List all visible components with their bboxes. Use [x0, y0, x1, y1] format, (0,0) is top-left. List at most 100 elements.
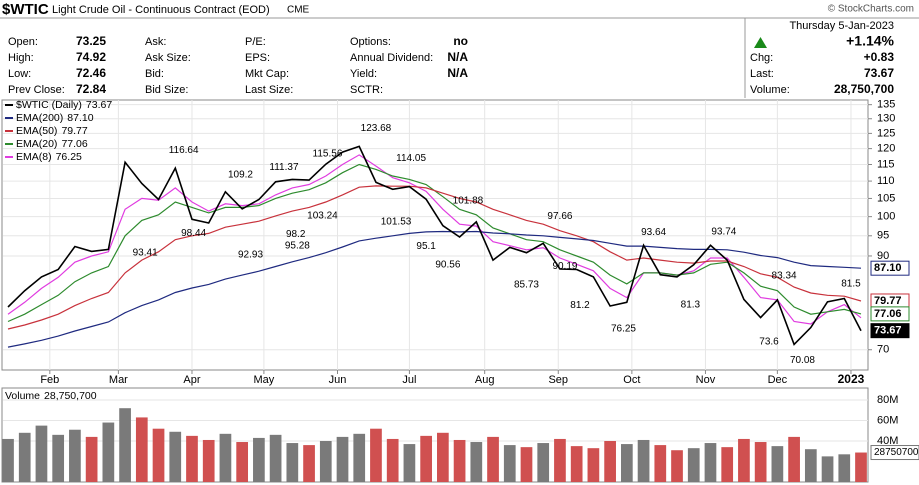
volume-bar [2, 438, 14, 482]
y-tick-label: 135 [877, 99, 895, 111]
volume-bar [804, 449, 817, 482]
field-label: Mkt Cap: [245, 68, 289, 80]
volume-bar [771, 446, 784, 482]
legend-entry: EMA(200) 87.10 [16, 112, 94, 124]
volume-bar [503, 445, 516, 482]
ema-line [7, 154, 862, 325]
low-label: 90.19 [552, 261, 577, 272]
high-label: 111.37 [269, 162, 299, 173]
volume-bar [671, 450, 683, 482]
volume-bar [687, 448, 700, 482]
high-label: 93.64 [641, 227, 666, 238]
volume-bar [754, 442, 767, 482]
field-label: Prev Close: [8, 84, 65, 96]
up-arrow [754, 37, 767, 48]
high-label: 116.64 [169, 145, 199, 156]
x-tick-label: May [254, 374, 275, 386]
y-tick-label: 105 [877, 192, 895, 204]
volume-bar [85, 436, 98, 482]
y-tick-label: 95 [877, 230, 889, 242]
high-label: 97.66 [547, 211, 572, 222]
y-tick-label: 115 [877, 158, 895, 170]
volume-bar [420, 435, 432, 482]
low-label: 95.28 [285, 240, 310, 251]
volume-bar [721, 447, 734, 482]
legend-name: EMA(50) [16, 125, 57, 137]
x-tick-label: Feb [40, 374, 59, 386]
volume-bar [202, 439, 215, 482]
legend-value: 73.67 [86, 99, 112, 111]
quote-label: Last: [750, 68, 774, 80]
volume-bar [370, 428, 382, 482]
volume-bar [403, 444, 416, 482]
low-label: 98.2 [286, 229, 306, 240]
legend-value: 87.10 [67, 112, 93, 124]
last-value-label: 79.77 [874, 295, 902, 307]
quote-value: 73.67 [864, 66, 894, 80]
volume-bar [470, 442, 483, 482]
field-label: EPS: [245, 52, 270, 64]
field-label: Ask Size: [145, 52, 191, 64]
high-label: 109.2 [228, 169, 253, 180]
volume-bar [637, 439, 650, 482]
volume-bar [520, 447, 533, 482]
field-label: Yield: [350, 68, 377, 80]
volume-bar [303, 445, 315, 482]
last-value-box [870, 260, 910, 276]
low-label: 93.41 [133, 248, 158, 259]
volume-bar [119, 408, 131, 482]
high-label: 114.05 [396, 153, 426, 164]
field-label: Ask: [145, 36, 166, 48]
low-label: 92.93 [238, 250, 263, 261]
exchange: CME [287, 5, 310, 16]
low-label: 101.53 [381, 217, 412, 228]
volume-bar [336, 436, 349, 482]
high-label: 101.88 [453, 195, 484, 206]
y-tick-label: 80M [877, 394, 898, 406]
y-tick-label: 60M [877, 414, 898, 426]
symbol: $WTIC [2, 1, 49, 18]
legend-entry: $WTIC (Daily) 73.67 [16, 99, 112, 111]
legend-entry: EMA(20) 77.06 [16, 138, 88, 150]
low-label: 76.25 [611, 323, 636, 334]
legend-name: EMA(20) [16, 138, 57, 150]
legend-value: 28,750,700 [44, 390, 97, 402]
high-label: 123.68 [361, 123, 392, 134]
x-tick-label: Oct [623, 374, 640, 386]
high-label: 115.56 [313, 148, 343, 159]
last-value-box [870, 306, 910, 322]
price-line [7, 145, 862, 346]
x-tick-label: Jun [329, 374, 347, 386]
field-label: Options: [350, 36, 391, 48]
volume-bar [537, 443, 550, 482]
volume-bar [236, 442, 249, 482]
volume-bar [738, 438, 750, 482]
field-label: Bid Size: [145, 84, 188, 96]
last-value-label: 77.06 [874, 308, 902, 320]
high-label: 83.34 [772, 270, 797, 281]
volume-bar [654, 445, 667, 482]
last-value-label: 87.10 [874, 262, 902, 274]
volume-bar [821, 456, 834, 482]
field-value: 72.84 [76, 82, 106, 96]
quote-label: Volume: [750, 84, 790, 96]
volume-bar [437, 432, 449, 482]
volume-bar [838, 454, 851, 482]
low-label: 98.44 [181, 228, 206, 239]
low-label: 73.6 [759, 337, 779, 348]
last-value-label: 73.67 [874, 325, 902, 337]
x-tick-label: Mar [109, 374, 128, 386]
volume-bar [269, 434, 282, 482]
volume-bar [704, 443, 717, 482]
x-tick-label: Aug [475, 374, 495, 386]
low-label: 103.24 [307, 210, 338, 221]
field-value: 72.46 [76, 66, 106, 80]
volume-bar [487, 436, 499, 482]
field-label: Low: [8, 68, 31, 80]
high-label: 81.5 [841, 279, 861, 290]
field-value: no [453, 34, 468, 48]
volume-bar [18, 432, 31, 482]
field-label: High: [8, 52, 34, 64]
